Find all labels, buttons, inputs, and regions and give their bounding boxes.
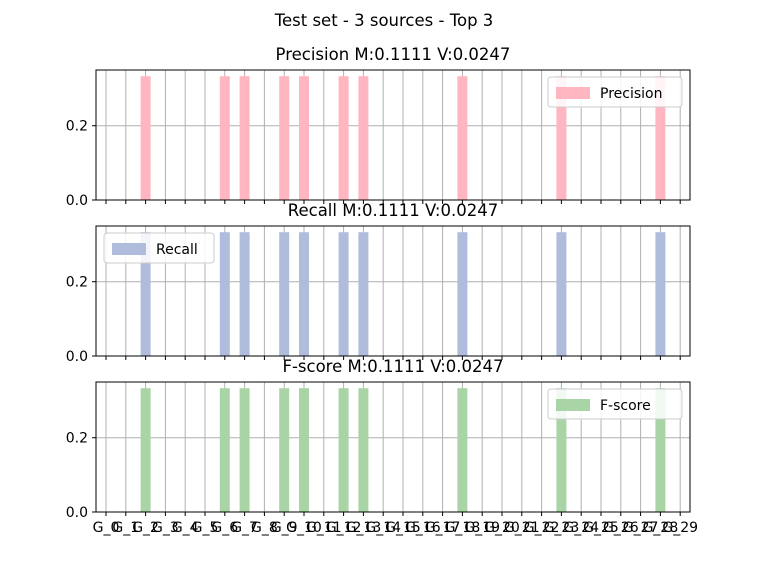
legend-label: Precision	[600, 86, 662, 102]
x-tick-label: G_27	[623, 520, 659, 536]
x-tick-label: G_23	[544, 520, 580, 536]
x-tick-label: G_22	[524, 520, 560, 536]
x-tick-label: G_3	[152, 520, 179, 536]
bar	[239, 76, 250, 200]
subplot-title: F-score M:0.1111 V:0.0247	[282, 357, 503, 376]
axes-frame	[95, 69, 691, 201]
y-tick-label: 0.0	[66, 505, 88, 521]
subplot-title: Recall M:0.1111 V:0.0247	[288, 201, 498, 220]
y-tick-label: 0.2	[66, 431, 88, 447]
x-tick-label: G_29	[662, 520, 698, 536]
subplot-title: Precision M:0.1111 V:0.0247	[276, 45, 511, 64]
bar	[338, 76, 349, 200]
legend-box	[103, 232, 215, 264]
x-tick-label: G_7	[231, 520, 258, 536]
bar	[279, 232, 290, 356]
bar	[556, 232, 567, 356]
x-tick-label: G_11	[306, 520, 342, 536]
x-tick-label: G_18	[445, 520, 481, 536]
x-tick-label: G_2	[132, 520, 159, 536]
x-tick-label: G_26	[603, 520, 639, 536]
x-tick-label: G_12	[326, 520, 362, 536]
legend-label: Recall	[156, 242, 198, 258]
x-tick-label: G_4	[172, 520, 199, 536]
subplot-recall: 0.0 0.2 Recall M:0.1111 V:0.0247 Recall	[66, 201, 691, 365]
legend-label: F-score	[600, 398, 651, 414]
x-tick-label: G_9	[271, 520, 298, 536]
bar	[655, 388, 666, 512]
bar	[556, 388, 567, 512]
x-tick-label: G_10	[286, 520, 322, 536]
bar	[219, 76, 230, 200]
x-tick-label: G_17	[425, 520, 461, 536]
x-tick-label: G_25	[583, 520, 619, 536]
bar	[219, 232, 230, 356]
bar	[338, 388, 349, 512]
bar	[338, 232, 349, 356]
bar	[279, 388, 290, 512]
bar	[358, 232, 369, 356]
bar	[457, 388, 468, 512]
bar	[655, 232, 666, 356]
bar	[239, 388, 250, 512]
bar	[140, 232, 151, 356]
bar	[219, 388, 230, 512]
legend: F-score	[547, 388, 683, 420]
y-tick-label: 0.0	[66, 193, 88, 209]
bar	[140, 76, 151, 200]
subplots: 0.0 0.2 Precision M:0.1111 V:0.0247 Precisi…	[66, 45, 698, 536]
x-tick-label: G_16	[405, 520, 441, 536]
x-tick-label: G_8	[251, 520, 278, 536]
y-tick-label: 0.2	[66, 275, 88, 291]
legend: Precision	[547, 76, 683, 108]
axes-frame	[95, 225, 691, 357]
bar	[358, 76, 369, 200]
bar	[655, 76, 666, 200]
bar	[239, 232, 250, 356]
bar	[457, 232, 468, 356]
subplot-f-score: 0.00.2F-score M:0.1111 V:0.0247G_0G_1G_2…	[66, 357, 698, 536]
legend-swatch	[112, 243, 146, 255]
bar	[299, 232, 309, 356]
x-tick-label: G_13	[346, 520, 382, 536]
bar	[140, 388, 151, 512]
y-tick-label: 0.2	[66, 119, 88, 135]
legend-swatch	[556, 399, 590, 411]
x-tick-label: G_14	[365, 520, 401, 536]
bar	[299, 76, 309, 200]
x-tick-label: G_0	[93, 520, 120, 536]
x-tick-label: G_15	[385, 520, 421, 536]
x-tick-label: G_19	[464, 520, 500, 536]
subplot-precision: 0.0 0.2 Precision M:0.1111 V:0.0247 Precisi…	[66, 45, 691, 209]
bar	[556, 76, 567, 200]
bar	[358, 388, 369, 512]
figure-suptitle: Test set - 3 sources - Top 3	[274, 11, 494, 30]
legend: Recall	[103, 232, 215, 264]
x-tick-label: G_28	[643, 520, 679, 536]
bar	[279, 76, 290, 200]
bar	[457, 76, 468, 200]
legend-box	[547, 388, 683, 420]
axes-frame	[95, 381, 691, 513]
x-tick-label: G_20	[484, 520, 520, 536]
x-tick-label: G_21	[504, 520, 540, 536]
x-tick-label: G_5	[192, 520, 219, 536]
bar	[299, 388, 309, 512]
legend-swatch	[556, 87, 590, 99]
x-tick-label: G_24	[563, 520, 599, 536]
y-tick-label: 0.0	[66, 349, 88, 365]
x-tick-label: G_6	[211, 520, 238, 536]
legend-box	[547, 76, 683, 108]
x-tick-label: G_1	[112, 520, 139, 536]
